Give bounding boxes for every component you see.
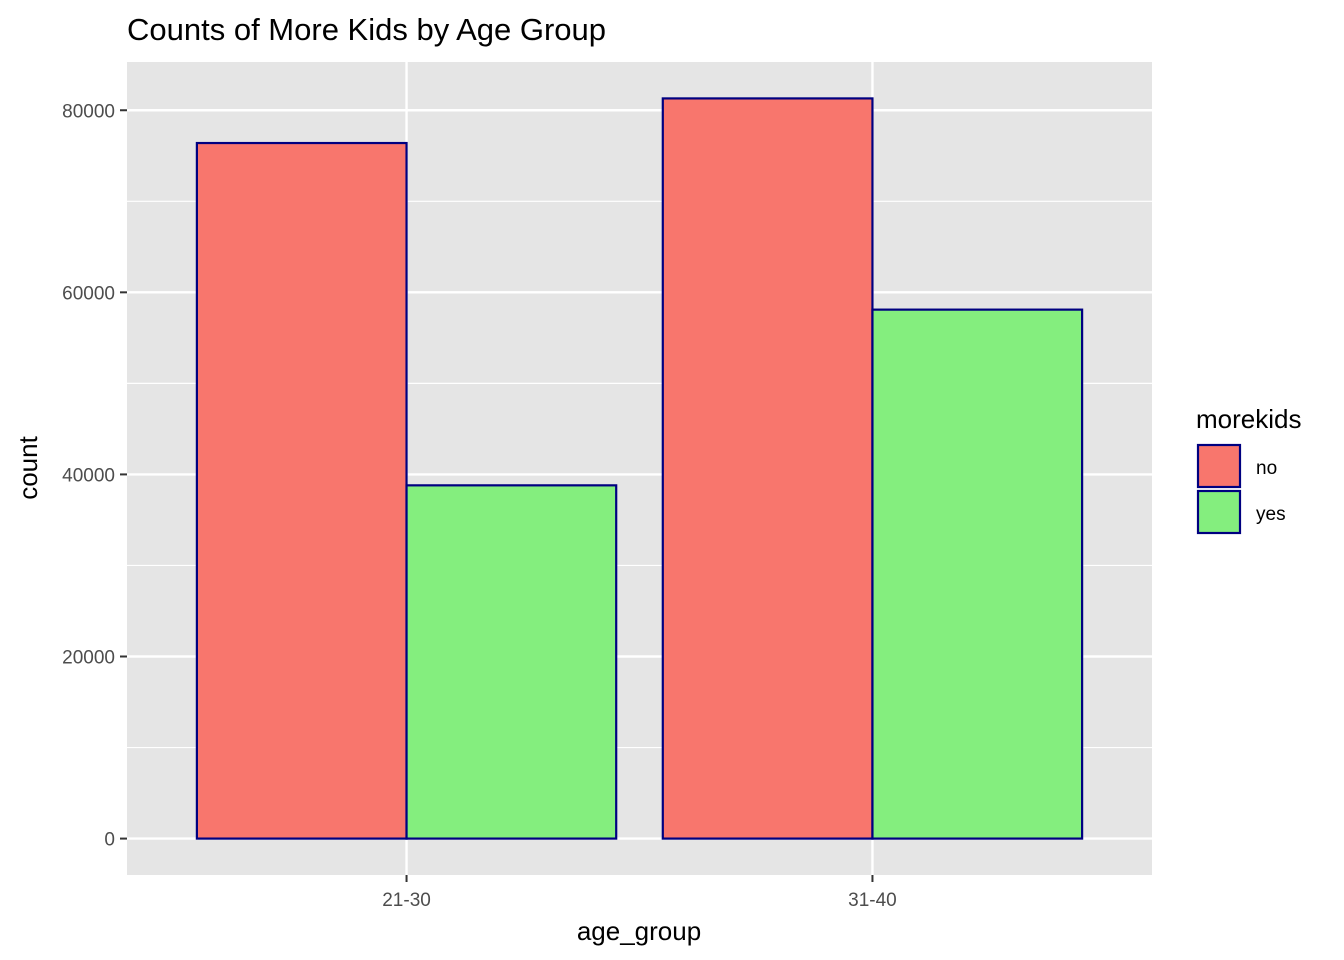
y-tick-label: 20000 xyxy=(62,648,115,669)
legend-label-yes: yes xyxy=(1256,504,1286,525)
y-tick-label: 60000 xyxy=(62,283,115,304)
bars xyxy=(195,97,1084,840)
x-tick-label: 21-30 xyxy=(382,890,431,911)
x-axis: 21-30 31-40 xyxy=(382,875,897,911)
legend-title: morekids xyxy=(1196,404,1301,434)
y-tick-label: 40000 xyxy=(62,465,115,486)
legend-key-no xyxy=(1196,443,1242,489)
bar-yes-21-30 xyxy=(405,484,618,840)
y-axis-title: count xyxy=(13,435,43,499)
legend-label-no: no xyxy=(1256,458,1277,479)
y-tick-label: 0 xyxy=(104,830,115,851)
bar-yes-31-40 xyxy=(871,308,1084,840)
y-axis: 0 20000 40000 60000 80000 xyxy=(62,101,127,851)
bar-no-31-40 xyxy=(661,97,874,840)
x-tick-label: 31-40 xyxy=(848,890,897,911)
y-tick-label: 80000 xyxy=(62,101,115,122)
x-axis-title: age_group xyxy=(577,916,701,946)
legend: morekids no yes xyxy=(1196,404,1301,535)
bar-no-21-30 xyxy=(195,141,408,840)
legend-key-yes xyxy=(1196,489,1242,535)
chart-title: Counts of More Kids by Age Group xyxy=(127,12,606,47)
